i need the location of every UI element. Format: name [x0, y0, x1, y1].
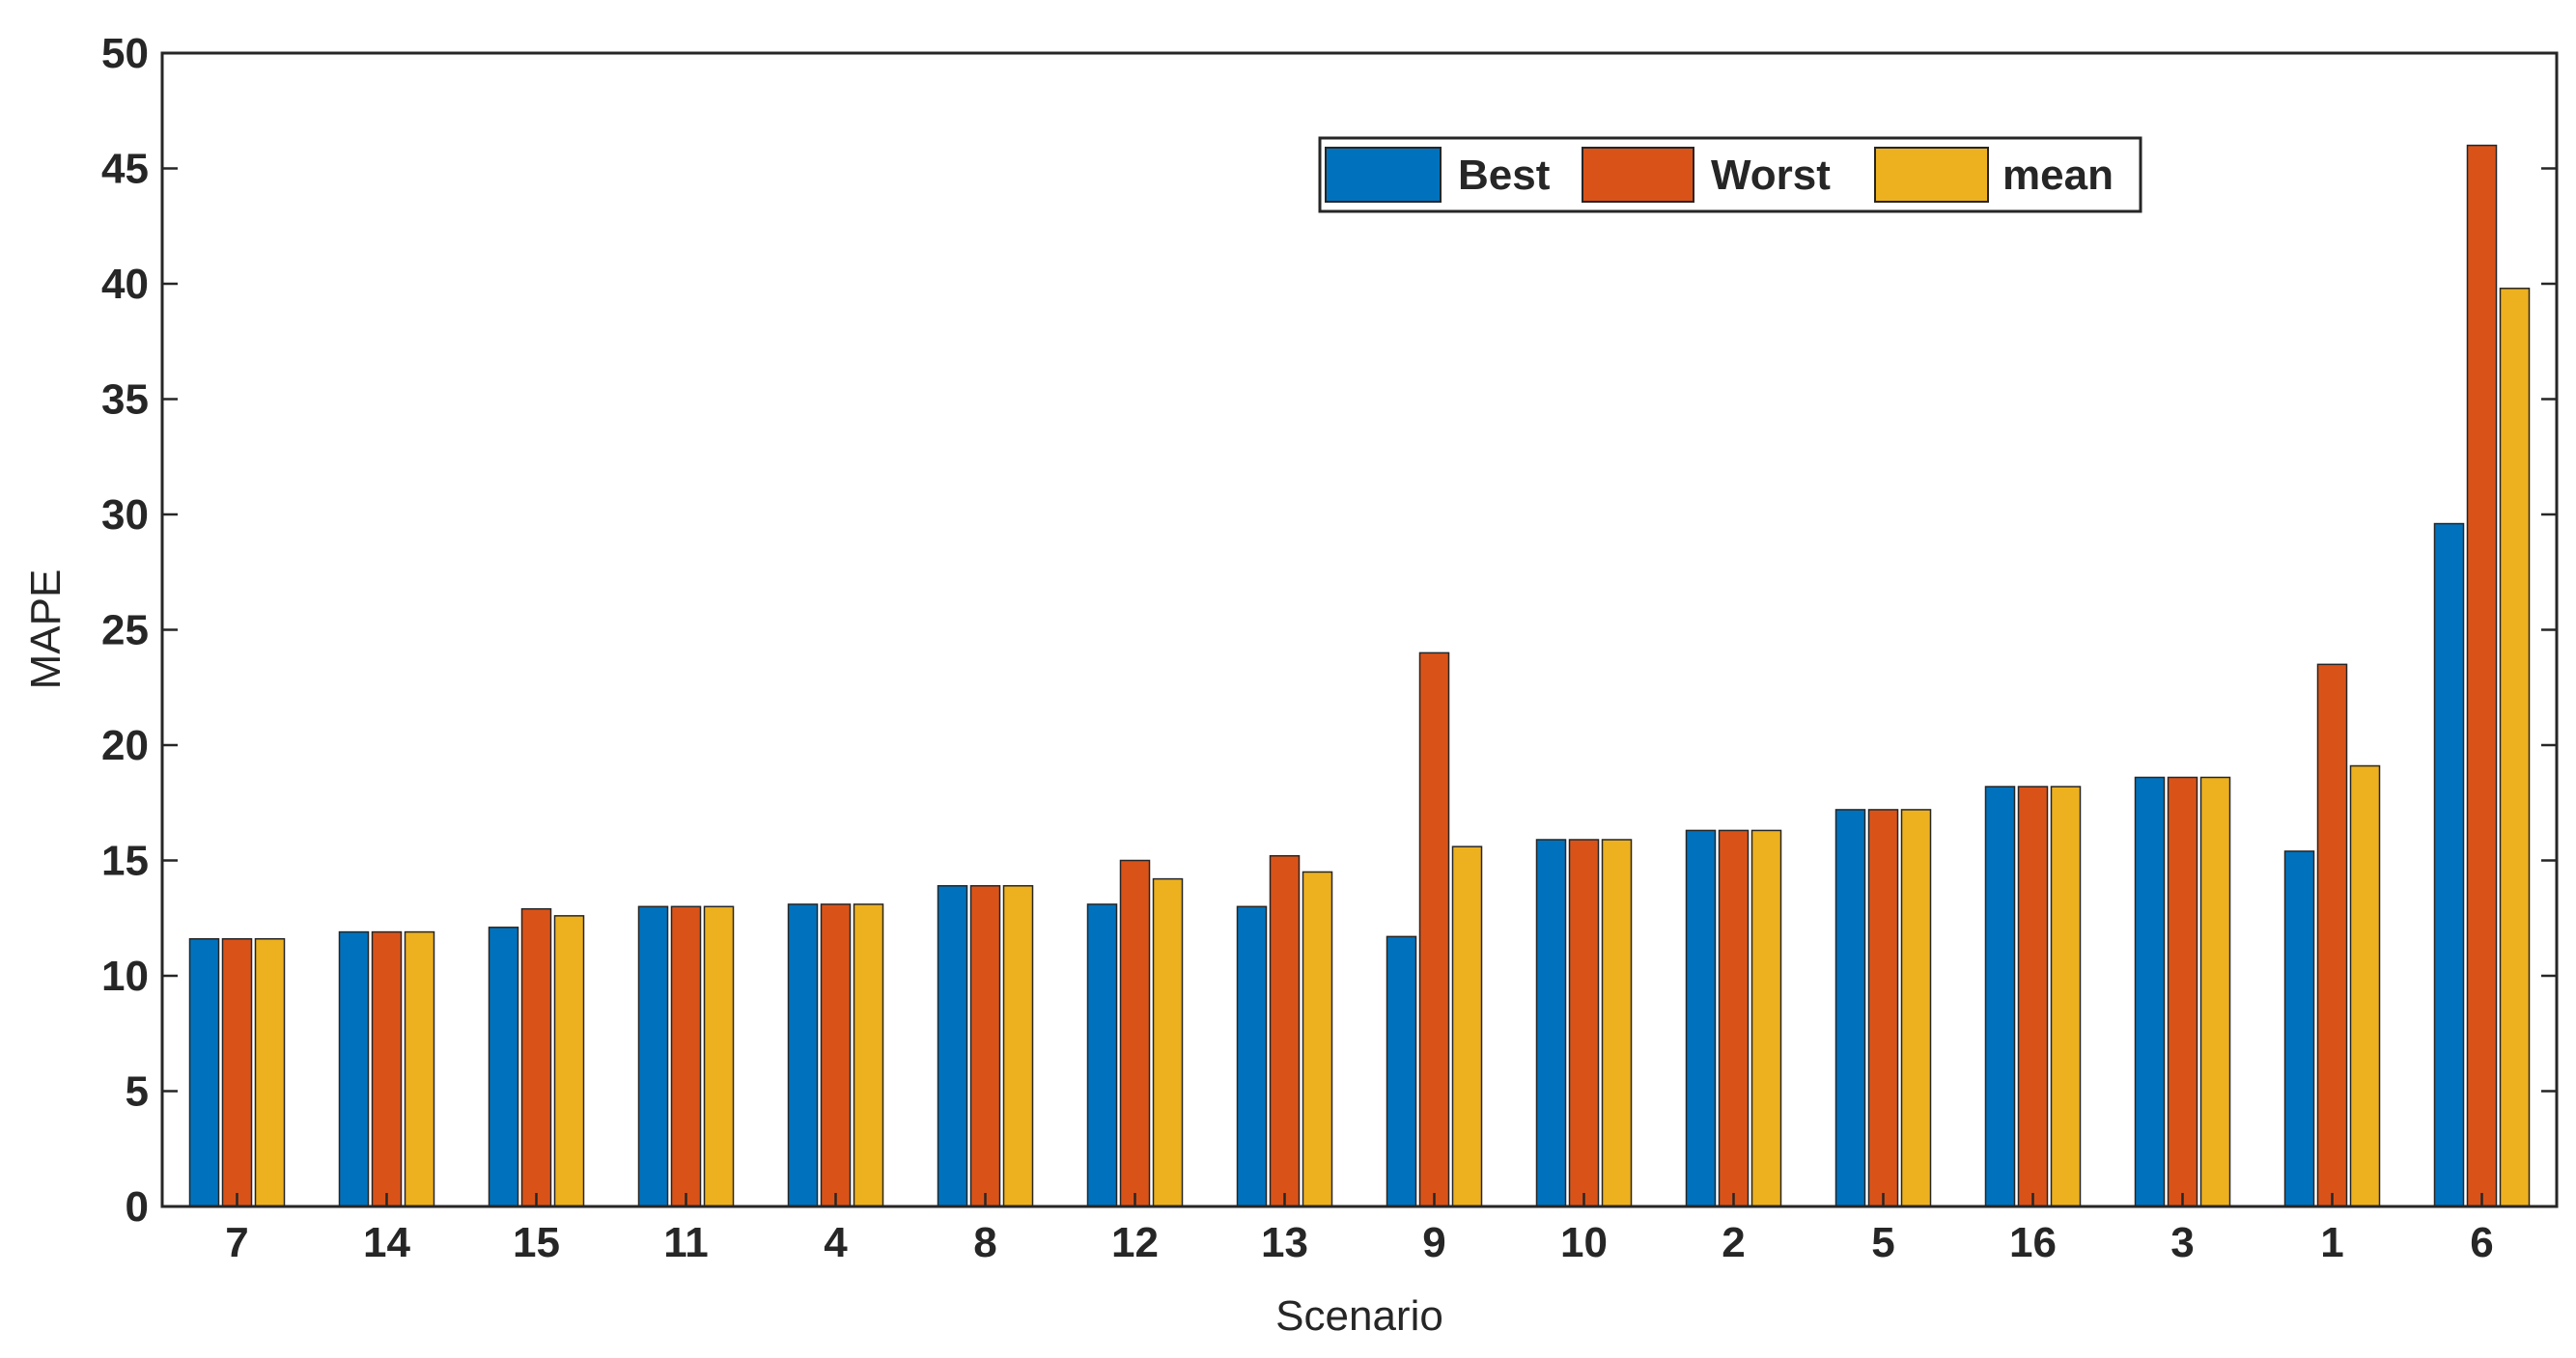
y-tick-label: 45	[101, 146, 149, 193]
bar-mean-16	[2050, 786, 2082, 1207]
legend-label-worst: Worst	[1711, 152, 1831, 199]
x-tick-label: 7	[225, 1219, 248, 1266]
bar-best-6	[2433, 522, 2465, 1207]
bar-mean-3	[2199, 776, 2231, 1207]
y-tick-label: 5	[126, 1068, 149, 1116]
y-tick-label: 35	[101, 376, 149, 424]
legend-swatch-best	[1325, 147, 1442, 203]
bar-mean-8	[1002, 885, 1034, 1207]
bar-best-14	[338, 930, 370, 1207]
x-tick-label: 11	[663, 1219, 709, 1266]
y-tick-label: 50	[101, 30, 149, 77]
y-tick-label: 10	[101, 953, 149, 1000]
bar-mean-10	[1601, 839, 1633, 1207]
x-tick-label: 16	[2009, 1219, 2057, 1266]
bar-best-12	[1086, 903, 1118, 1207]
x-tick-label: 8	[973, 1219, 996, 1266]
x-axis-label: Scenario	[1275, 1292, 1443, 1340]
bar-mean-2	[1750, 829, 1782, 1207]
bar-mean-14	[404, 930, 435, 1207]
bar-mean-6	[2499, 288, 2531, 1207]
bar-best-3	[2134, 776, 2166, 1207]
bar-worst-5	[1867, 809, 1899, 1207]
x-tick-label: 13	[1261, 1219, 1308, 1266]
bar-best-5	[1834, 809, 1866, 1207]
bar-best-15	[488, 927, 519, 1207]
bar-worst-2	[1718, 829, 1750, 1207]
y-tick-label: 20	[101, 722, 149, 769]
x-tick-label: 2	[1722, 1219, 1745, 1266]
legend-swatch-mean	[1874, 147, 1989, 203]
x-tick-label: 14	[363, 1219, 410, 1266]
y-axis-label: MAPE	[22, 569, 70, 690]
bar-best-4	[787, 903, 819, 1207]
bar-mean-7	[254, 938, 286, 1207]
bar-best-2	[1685, 829, 1717, 1207]
bar-worst-10	[1568, 839, 1600, 1207]
plot-frame	[160, 51, 2559, 1208]
bar-best-7	[188, 938, 220, 1207]
bar-mean-9	[1451, 845, 1483, 1207]
bar-worst-3	[2167, 776, 2198, 1207]
y-tick-label: 15	[101, 838, 149, 885]
bar-mean-15	[553, 915, 585, 1207]
x-tick-label: 9	[1422, 1219, 1445, 1266]
bar-best-16	[1984, 786, 2016, 1207]
bar-mean-11	[703, 905, 735, 1207]
bar-mean-13	[1302, 871, 1333, 1207]
bar-worst-15	[520, 907, 552, 1207]
bar-worst-8	[969, 885, 1001, 1207]
bar-worst-11	[670, 905, 702, 1207]
bar-best-13	[1236, 905, 1268, 1207]
bar-worst-12	[1119, 859, 1151, 1207]
bar-mean-12	[1152, 877, 1184, 1207]
bar-worst-4	[820, 903, 852, 1207]
legend-label-best: Best	[1458, 152, 1551, 199]
y-tick-label: 40	[101, 261, 149, 308]
bar-mean-1	[2349, 764, 2381, 1207]
bar-worst-14	[371, 930, 403, 1207]
bars-layer	[188, 144, 2531, 1207]
x-tick-label: 3	[2170, 1219, 2194, 1266]
x-tick-label: 15	[513, 1219, 560, 1266]
legend-label-mean: mean	[2002, 152, 2114, 199]
x-tick-label: 5	[1871, 1219, 1894, 1266]
y-tick-label: 30	[101, 491, 149, 539]
bar-worst-16	[2017, 786, 2049, 1207]
x-tick-label: 4	[824, 1219, 848, 1266]
x-axis-ticks: 7 14 15 11 4 8 12 13 9 10 2 5 16 3 1 6	[225, 1193, 2494, 1266]
bar-best-10	[1535, 839, 1567, 1207]
y-tick-label: 25	[101, 607, 149, 654]
x-tick-label: 12	[1111, 1219, 1159, 1266]
y-axis-ticks: 0 5 10 15 20 25 30 35 40 45 50	[101, 30, 2557, 1231]
bar-worst-1	[2316, 663, 2348, 1207]
bar-best-9	[1386, 935, 1417, 1207]
x-tick-label: 6	[2470, 1219, 2493, 1266]
bar-mean-5	[1900, 809, 1932, 1207]
bar-worst-7	[221, 938, 253, 1207]
bar-worst-6	[2466, 144, 2498, 1207]
bar-mean-4	[853, 903, 884, 1207]
legend-box	[1318, 136, 2142, 213]
bar-best-11	[637, 905, 669, 1207]
legend-swatch-worst	[1582, 147, 1694, 203]
bar-best-1	[2283, 850, 2315, 1207]
legend: Best Worst mean	[1318, 136, 2142, 213]
x-tick-label: 10	[1560, 1219, 1608, 1266]
bar-worst-13	[1269, 854, 1301, 1207]
bar-best-8	[937, 885, 968, 1207]
x-tick-label: 1	[2320, 1219, 2343, 1266]
y-tick-label: 0	[126, 1183, 149, 1231]
bar-worst-9	[1418, 651, 1450, 1207]
